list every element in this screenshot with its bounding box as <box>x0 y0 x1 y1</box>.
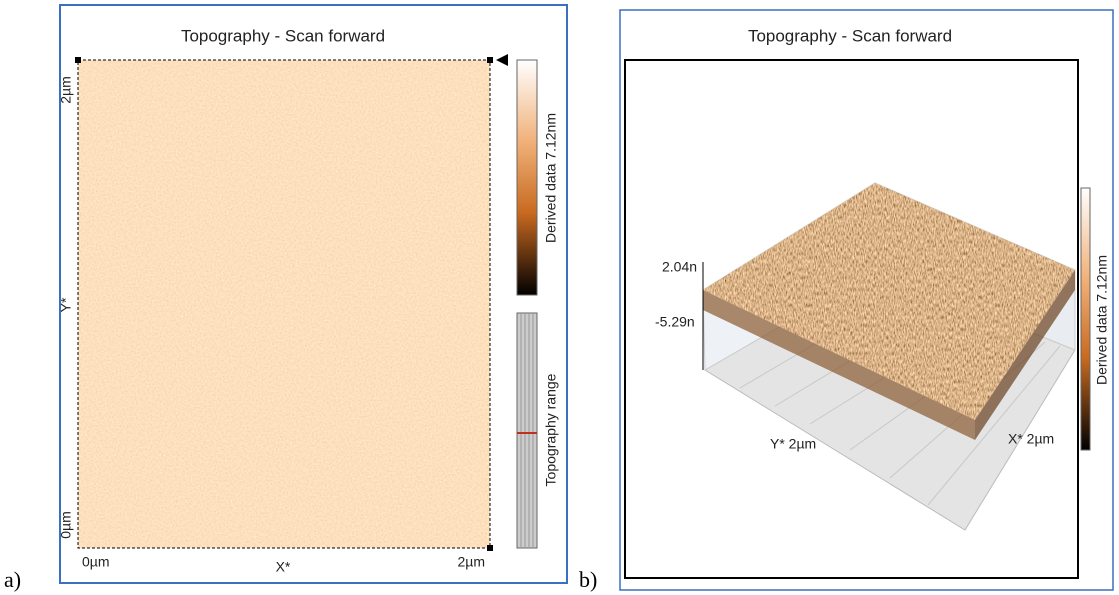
x-right: 2µm <box>457 554 485 570</box>
y-label: Y* 2µm <box>770 436 816 452</box>
y-bottom: 0µm <box>58 511 74 539</box>
colorbar <box>517 60 537 295</box>
figure: Topography - Scan forward 2µm Y* 0µm 0µm… <box>0 0 1119 595</box>
z-bottom: -5.29n <box>655 314 695 330</box>
x-name: X* <box>276 559 291 575</box>
range-bar <box>517 313 537 548</box>
colorbar-label: Derived data 7.12nm <box>543 113 559 243</box>
x-label: X* 2µm <box>1008 431 1054 447</box>
corner <box>487 57 493 63</box>
panel-label: a) <box>4 567 21 592</box>
corner <box>487 545 493 551</box>
range-label: Topography range <box>543 373 559 486</box>
y-name: Y* <box>58 297 74 312</box>
panel-title: Topography - Scan forward <box>748 26 952 45</box>
x-left: 0µm <box>82 554 110 570</box>
corner <box>75 57 81 63</box>
colorbar-label: Derived data 7.12nm <box>1094 255 1110 385</box>
z-top: 2.04n <box>662 259 697 275</box>
y-top: 2µm <box>58 76 74 104</box>
colorbar <box>1081 188 1090 450</box>
panel-title: Topography - Scan forward <box>181 26 385 45</box>
topography-image <box>78 60 490 548</box>
panel-label: b) <box>579 567 597 592</box>
